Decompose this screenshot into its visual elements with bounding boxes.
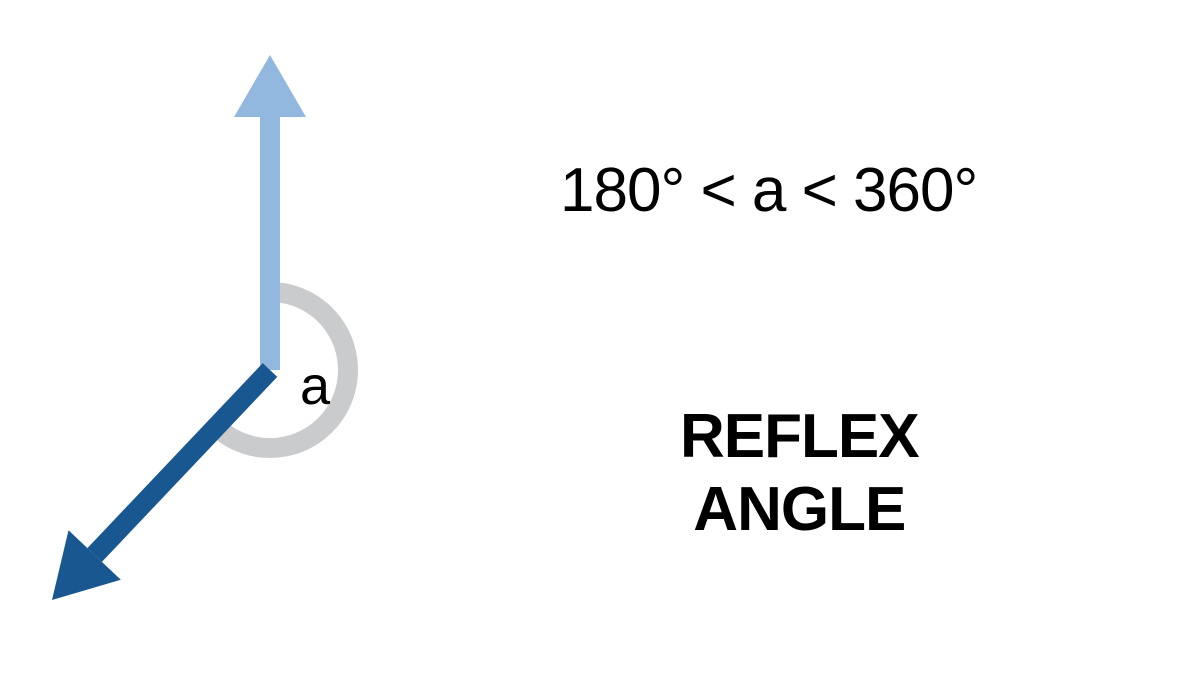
angle-figure xyxy=(0,0,1200,674)
arrow-diag-shaft xyxy=(95,370,270,555)
diagram-canvas: a 180° < a < 360° REFLEX ANGLE xyxy=(0,0,1200,674)
angle-variable-label: a xyxy=(300,355,330,417)
angle-range-formula: 180° < a < 360° xyxy=(560,155,977,226)
title-line-2: ANGLE xyxy=(693,475,905,544)
angle-type-title: REFLEX ANGLE xyxy=(680,400,919,546)
title-line-1: REFLEX xyxy=(680,402,919,471)
arrow-up-head xyxy=(234,55,306,117)
